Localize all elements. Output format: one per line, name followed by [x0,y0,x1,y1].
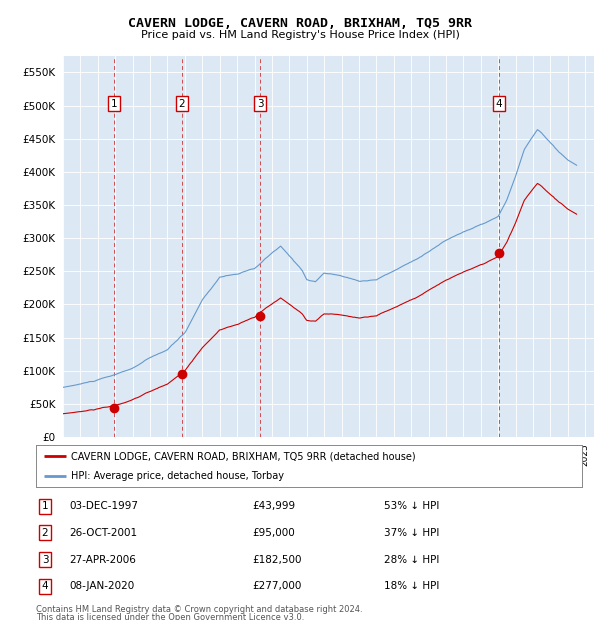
Text: 26-OCT-2001: 26-OCT-2001 [69,528,137,538]
Text: £277,000: £277,000 [252,581,301,591]
Text: 1: 1 [110,99,117,108]
Text: £43,999: £43,999 [252,501,295,512]
Text: 53% ↓ HPI: 53% ↓ HPI [384,501,439,512]
Text: 4: 4 [496,99,502,108]
Text: 4: 4 [41,581,49,591]
Text: 18% ↓ HPI: 18% ↓ HPI [384,581,439,591]
Text: Contains HM Land Registry data © Crown copyright and database right 2024.: Contains HM Land Registry data © Crown c… [36,604,362,614]
Text: 3: 3 [257,99,263,108]
Text: CAVERN LODGE, CAVERN ROAD, BRIXHAM, TQ5 9RR (detached house): CAVERN LODGE, CAVERN ROAD, BRIXHAM, TQ5 … [71,451,416,461]
Text: CAVERN LODGE, CAVERN ROAD, BRIXHAM, TQ5 9RR: CAVERN LODGE, CAVERN ROAD, BRIXHAM, TQ5 … [128,17,472,30]
Text: 37% ↓ HPI: 37% ↓ HPI [384,528,439,538]
Text: 2: 2 [178,99,185,108]
Text: 3: 3 [41,554,49,565]
Text: This data is licensed under the Open Government Licence v3.0.: This data is licensed under the Open Gov… [36,613,304,620]
Text: 08-JAN-2020: 08-JAN-2020 [69,581,134,591]
Text: £95,000: £95,000 [252,528,295,538]
Text: 28% ↓ HPI: 28% ↓ HPI [384,554,439,565]
Text: 1: 1 [41,501,49,512]
Text: 03-DEC-1997: 03-DEC-1997 [69,501,138,512]
Text: 27-APR-2006: 27-APR-2006 [69,554,136,565]
Text: 2: 2 [41,528,49,538]
Text: HPI: Average price, detached house, Torbay: HPI: Average price, detached house, Torb… [71,471,284,481]
Text: Price paid vs. HM Land Registry's House Price Index (HPI): Price paid vs. HM Land Registry's House … [140,30,460,40]
Text: £182,500: £182,500 [252,554,302,565]
